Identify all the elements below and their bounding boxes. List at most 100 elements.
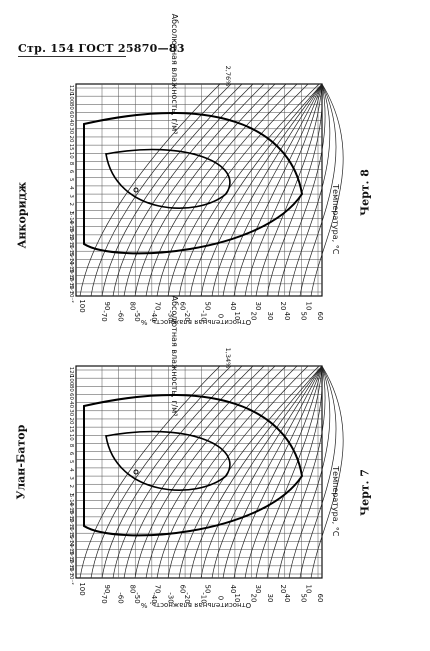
rh-curve	[211, 365, 323, 579]
abs-tick-label: 100	[68, 93, 74, 104]
rh-curve	[79, 365, 221, 579]
rh-tick-label: 90	[103, 585, 111, 594]
abs-tick-label: 4·10⁻¹	[68, 220, 75, 237]
abs-axis-label: Абсолютная влажность, г/м³	[170, 296, 179, 417]
temp-axis-label: Температура, °С	[331, 465, 340, 536]
rh-tick-label: 90	[103, 302, 111, 311]
abs-tick-label: 5·10⁻¹	[68, 494, 75, 511]
abs-tick-label: 1·10⁻²	[68, 567, 75, 584]
temp-tick-label: 60	[316, 312, 324, 321]
abs-axis-label: Абсолютная влажность, г/м³	[170, 14, 179, 135]
rh-curve	[233, 83, 323, 297]
abs-tick-label: 1·10⁻¹	[68, 245, 75, 262]
abs-tick-label: 1	[68, 211, 74, 215]
rh-curve	[90, 83, 232, 297]
rh-axis-label: Относительная влажность, %	[140, 601, 251, 609]
rh-curve	[310, 83, 344, 297]
temp-tick-label: 0	[216, 314, 224, 318]
rh-curve	[211, 83, 323, 297]
temp-tick-label: 50	[299, 312, 307, 321]
temp-tick-label: -40	[150, 310, 158, 321]
abs-tick-label: 5	[68, 178, 74, 182]
temp-tick-label: -50	[133, 592, 141, 603]
abs-tick-label: 15	[68, 426, 74, 433]
abs-tick-label: 3·10⁻²	[68, 269, 75, 286]
temp-tick-label: 50	[299, 594, 307, 603]
temp-tick-label: -20	[183, 592, 191, 603]
abs-tick-label: 120	[68, 367, 74, 378]
abs-tick-label: 4·10⁻¹	[68, 502, 75, 519]
rh-curve	[222, 83, 323, 297]
corner-label: 2,76%	[224, 66, 232, 87]
rh-curve	[299, 365, 337, 579]
rh-curve	[244, 83, 323, 297]
rh-curve	[255, 83, 323, 297]
abs-tick-label: 60	[68, 111, 74, 118]
temp-tick-label: 20	[250, 312, 258, 321]
temp-tick-label: -40	[150, 592, 158, 603]
rh-tick-label: 40	[229, 585, 237, 594]
station-label-bottom: Улан-Батор	[14, 424, 28, 500]
rh-curve	[156, 83, 298, 297]
rh-curve	[255, 365, 323, 579]
temp-tick-label: 30	[266, 594, 274, 603]
rh-curve	[167, 365, 309, 579]
rh-tick-label: 60	[179, 302, 187, 311]
rh-curve	[101, 365, 243, 579]
rh-axis-label: Относительная влажность, %	[140, 318, 251, 326]
temp-tick-label: 30	[266, 312, 274, 321]
temp-tick-label: -30	[166, 592, 174, 603]
abs-tick-label: 120	[68, 85, 74, 96]
rh-curve	[156, 365, 298, 579]
rh-tick-label: 20	[279, 302, 287, 311]
abs-tick-label: 2·10⁻²	[68, 277, 75, 294]
station-label-top: Анкоридж	[15, 181, 29, 249]
rh-curve	[101, 83, 243, 297]
abs-tick-label: 40	[68, 119, 74, 126]
rh-curve	[200, 365, 323, 579]
rh-curve	[244, 365, 323, 579]
temp-tick-label: 20	[250, 594, 258, 603]
rh-curve	[123, 83, 265, 297]
page-header-text: Стр. 154 ГОСТ 25870—83	[18, 42, 185, 55]
climate-envelope-outer	[83, 393, 304, 537]
rh-curve	[189, 365, 323, 579]
abs-tick-label: 5·10⁻²	[68, 535, 75, 552]
chart-group-top: 1201008060403020151086543215·10⁻¹4·10⁻¹3…	[68, 14, 344, 326]
page-header: Стр. 154 ГОСТ 25870—83	[18, 42, 185, 57]
rh-curve	[167, 83, 309, 297]
temp-tick-label: -50	[133, 310, 141, 321]
mean-point	[133, 187, 139, 193]
chart-group-bottom: 1201008060403020151086543215·10⁻¹4·10⁻¹3…	[68, 296, 344, 609]
abs-tick-label: 5·10⁻¹	[68, 212, 75, 229]
abs-tick-label: 40	[68, 401, 74, 408]
abs-tick-label: 4	[68, 186, 74, 190]
rh-tick-label: 30	[254, 585, 262, 594]
abs-tick-label: 2·10⁻¹	[68, 518, 75, 535]
temp-tick-label: 10	[233, 312, 241, 321]
temp-tick-label: -30	[166, 310, 174, 321]
temp-tick-label: 10	[233, 594, 241, 603]
abs-tick-label: 1·10⁻¹	[68, 527, 75, 544]
rh-curve	[189, 83, 323, 297]
rh-curve	[134, 365, 276, 579]
abs-tick-label: 5·10⁻²	[68, 253, 75, 270]
abs-tick-label: 100	[68, 375, 74, 386]
rh-curve	[288, 365, 331, 579]
abs-tick-label: 1	[68, 493, 74, 497]
rh-curve	[200, 83, 323, 297]
temp-tick-label: -70	[100, 310, 108, 321]
corner-label: 1,34%	[224, 348, 232, 369]
abs-tick-label: 10	[68, 152, 74, 159]
abs-tick-label: 3·10⁻¹	[68, 510, 75, 527]
caption-top: Черт. 8	[358, 169, 372, 216]
rh-tick-label: 70	[153, 585, 161, 594]
abs-tick-label: 80	[68, 385, 74, 392]
temp-axis-label: Температура, °С	[331, 183, 340, 254]
rh-curve	[277, 365, 326, 579]
rh-tick-label: 100	[78, 299, 86, 312]
abs-tick-label: 8	[68, 162, 74, 166]
temp-tick-label: 0	[216, 596, 224, 600]
rh-curve	[90, 365, 232, 579]
